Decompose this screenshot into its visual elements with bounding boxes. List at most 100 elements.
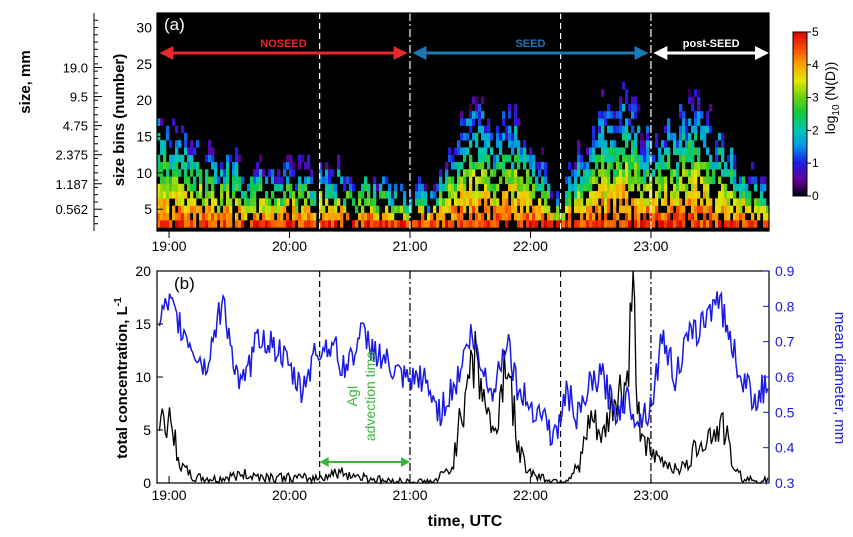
heatmap-cell [301, 154, 305, 163]
heatmap-cell [343, 205, 347, 214]
heatmap-cell [604, 220, 608, 228]
x-tick-label: 22:00 [513, 238, 548, 254]
heatmap-cell [169, 176, 173, 185]
heatmap-cell [622, 220, 626, 228]
heatmap-cell [715, 205, 719, 214]
heatmap-cell [313, 220, 317, 228]
heatmap-cell [622, 154, 626, 163]
heatmap-cell [688, 140, 692, 148]
heatmap-cell [694, 191, 698, 199]
heatmap-cell [676, 161, 680, 170]
heatmap-cell [574, 191, 578, 199]
heatmap-cell [613, 111, 617, 119]
heatmap-cell [544, 169, 548, 177]
heatmap-cell [445, 198, 449, 206]
heatmap-cell [616, 183, 620, 192]
heatmap-cell [496, 125, 500, 134]
heatmap-cell [637, 125, 641, 134]
heatmap-cell [637, 176, 641, 185]
heatmap-cell [568, 220, 572, 228]
colorbar-tick-label: 0 [812, 189, 819, 203]
heatmap-cell [436, 183, 440, 192]
heatmap-cell [763, 212, 767, 221]
heatmap-cell [292, 212, 296, 221]
heatmap-cell [508, 212, 512, 221]
heatmap-cell [673, 183, 677, 192]
heatmap-cell [754, 183, 758, 192]
heatmap-cell [334, 212, 338, 221]
heatmap-cell [523, 198, 527, 206]
heatmap-cell [367, 183, 371, 192]
heatmap-cell [715, 161, 719, 170]
heatmap-cell [271, 176, 275, 185]
heatmap-cell [469, 198, 473, 206]
colorbar-swatch [793, 146, 807, 151]
heatmap-cell [532, 220, 536, 228]
heatmap-cell [178, 198, 182, 206]
heatmap-cell [388, 198, 392, 206]
heatmap-cell [514, 111, 518, 119]
heatmap-cell [460, 191, 464, 199]
heatmap-cell [478, 220, 482, 228]
heatmap-cell [679, 220, 683, 228]
heatmap-cell [565, 176, 569, 185]
heatmap-cell [286, 176, 290, 185]
heatmap-cell [574, 220, 578, 228]
heatmap-cell [460, 198, 464, 206]
heatmap-cell [574, 183, 578, 192]
heatmap-cell [505, 191, 509, 199]
heatmap-cell [325, 176, 329, 185]
heatmap-cell [466, 132, 470, 141]
heatmap-cell [718, 147, 722, 155]
heatmap-cell [745, 198, 749, 206]
heatmap-cell [562, 220, 566, 228]
heatmap-cell [667, 125, 671, 134]
heatmap-cell [604, 154, 608, 163]
heatmap-cell [607, 161, 611, 170]
colorbar-swatch [793, 130, 807, 134]
heatmap-cell [733, 212, 737, 221]
heatmap-cell [718, 198, 722, 206]
heatmap-cell [631, 111, 635, 119]
heatmap-cell [325, 220, 329, 228]
heatmap-cell [583, 169, 587, 177]
heatmap-cell [190, 205, 194, 214]
heatmap-cell [715, 147, 719, 155]
heatmap-cell [487, 205, 491, 214]
heatmap-cell [409, 205, 413, 214]
heatmap-cell [286, 183, 290, 192]
heatmap-cell [205, 205, 209, 214]
heatmap-cell [697, 103, 701, 112]
heatmap-cell [463, 132, 467, 141]
period-arrowhead-left [159, 45, 174, 60]
heatmap-cell [310, 191, 314, 199]
heatmap-cell [163, 205, 167, 214]
line-plot-area [157, 271, 769, 483]
heatmap-cell [424, 183, 428, 192]
heatmap-cell [568, 198, 572, 206]
heatmap-cell [193, 147, 197, 155]
heatmap-cell [679, 147, 683, 155]
heatmap-cell [661, 140, 665, 148]
heatmap-cell [577, 161, 581, 170]
heatmap-cell [388, 183, 392, 192]
heatmap-cell [475, 96, 479, 105]
heatmap-cell [505, 198, 509, 206]
heatmap-cell [391, 191, 395, 199]
heatmap-cell [760, 183, 764, 192]
heatmap-cell [538, 198, 542, 206]
heatmap-cell [613, 205, 617, 214]
heatmap-cell [478, 161, 482, 170]
heatmap-cell [340, 176, 344, 185]
heatmap-cell [550, 212, 554, 221]
heatmap-cell [451, 183, 455, 192]
heatmap-cell [661, 176, 665, 185]
heatmap-cell [613, 169, 617, 177]
heatmap-cell [163, 147, 167, 155]
heatmap-cell [481, 132, 485, 141]
heatmap-cell [289, 191, 293, 199]
heatmap-cell [226, 205, 230, 214]
heatmap-cell [262, 198, 266, 206]
heatmap-cell [577, 191, 581, 199]
